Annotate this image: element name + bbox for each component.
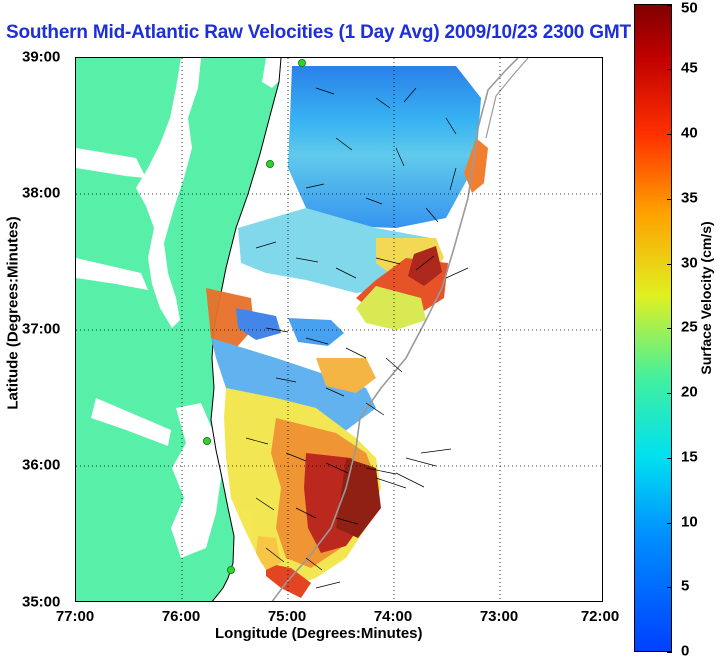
colorbar-tick-mark [667,134,672,135]
coastline [210,58,282,601]
colorbar-tick-mark [667,652,672,653]
y-tick-label: 37:00 [22,320,61,338]
colorbar-tick-mark [667,523,672,524]
map-plot-area[interactable] [75,57,603,602]
y-tick-label: 39:00 [22,48,61,66]
land-mass [76,58,281,601]
colorbar-tick-label: 20 [681,383,698,401]
colorbar-tick-mark [667,264,672,265]
colorbar-tick-label: 10 [681,513,698,531]
colorbar-tick-label: 30 [681,254,698,272]
river-1 [76,148,146,178]
colorbar-tick-label: 25 [681,318,698,336]
delaware-bay [262,58,288,88]
colorbar-gradient [635,5,671,651]
station-1 [297,59,306,67]
colorbar-tick-mark [667,199,672,200]
velocity-field [206,66,488,598]
river-2 [76,258,148,290]
x-tick-label: 76:00 [161,608,201,625]
colorbar-tick-mark [667,458,672,459]
station-2 [265,160,274,169]
colorbar-tick-label: 50 [681,0,698,17]
colorbar-tick-label: 0 [681,642,690,660]
colorbar-tick-mark [667,393,672,394]
y-axis-label: Latitude (Degrees:Minutes) [4,216,22,410]
x-tick-label: 73:00 [479,608,519,625]
y-tick-label: 38:00 [22,184,61,202]
colorbar-label: Surface Velocity (cm/s) [698,221,714,375]
velocity-map [76,58,602,601]
colorbar-tick-label: 15 [681,448,698,466]
chesapeake-bay [136,58,201,328]
x-tick-label: 74:00 [373,608,413,625]
colorbar-tick-mark [667,328,672,329]
colorbar-tick-label: 5 [681,577,690,595]
y-tick-label: 36:00 [22,456,61,474]
station-4 [226,565,235,574]
velocity-vectors [245,87,469,589]
colorbar-tick-mark [667,69,672,70]
chart-title: Southern Mid-Atlantic Raw Velocities (1 … [6,22,631,43]
river-3 [91,398,171,446]
station-3 [203,436,212,445]
x-tick-label: 77:00 [55,608,95,625]
grid-lines [76,58,602,601]
isobath-line-2 [485,58,529,139]
colorbar-tick-mark [667,5,672,6]
x-tick-label: 75:00 [267,608,307,625]
y-tick-label: 35:00 [22,593,61,611]
x-axis-label: Longitude (Degrees:Minutes) [215,625,423,642]
colorbar-tick-label: 35 [681,189,698,207]
colorbar-tick-mark [667,587,672,588]
x-tick-label: 72:00 [580,608,620,625]
isobath-line [271,58,519,601]
colorbar-tick-label: 45 [681,59,698,77]
colorbar-tick-label: 40 [681,124,698,142]
